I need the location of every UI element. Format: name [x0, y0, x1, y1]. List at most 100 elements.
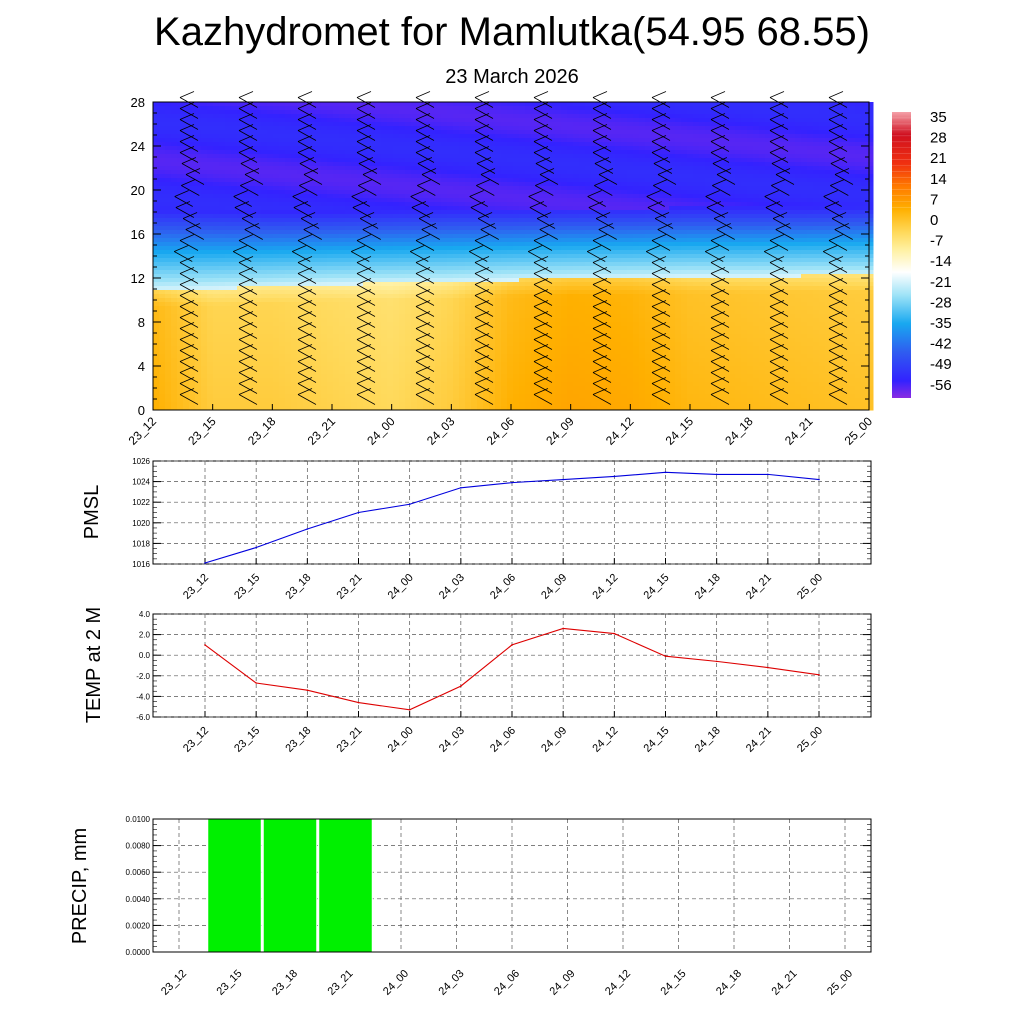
heatmap-cell — [453, 130, 460, 135]
heatmap-cell — [171, 270, 178, 275]
heatmap-cell — [423, 326, 430, 331]
heatmap-cell — [201, 390, 208, 395]
heatmap-cell — [465, 370, 472, 375]
heatmap-cell — [327, 178, 334, 183]
heatmap-cell — [267, 298, 274, 303]
heatmap-cell — [261, 298, 268, 303]
heatmap-cell — [399, 162, 406, 167]
heatmap-cell — [471, 314, 478, 319]
heatmap-cell — [411, 398, 418, 403]
heatmap-cell — [237, 402, 244, 407]
heatmap-cell — [387, 238, 394, 243]
heatmap-cell — [177, 162, 184, 167]
heatmap-cell — [297, 146, 304, 151]
heatmap-cell — [441, 262, 448, 267]
heatmap-cell — [537, 342, 544, 347]
heatmap-cell — [369, 386, 376, 391]
heatmap-cell — [381, 226, 388, 231]
heatmap-cell — [471, 286, 478, 291]
heatmap-cell — [279, 174, 286, 179]
heatmap-cell — [183, 370, 190, 375]
heatmap-cell — [405, 262, 412, 267]
heatmap-cell — [375, 258, 382, 263]
heatmap-cell — [345, 110, 352, 115]
heatmap-cell — [243, 118, 250, 123]
heatmap-cell — [207, 302, 214, 307]
heatmap-cell — [357, 194, 364, 199]
heatmap-cell — [537, 190, 544, 195]
heatmap-cell — [327, 406, 334, 411]
heatmap-cell — [207, 222, 214, 227]
heatmap-cell — [345, 378, 352, 383]
heatmap-cell — [381, 118, 388, 123]
heatmap-cell — [243, 338, 250, 343]
heatmap-cell — [537, 294, 544, 299]
heatmap-cell — [387, 402, 394, 407]
heatmap-cell — [315, 210, 322, 215]
heatmap-cell — [351, 186, 358, 191]
heatmap-cell — [429, 250, 436, 255]
heatmap-cell — [525, 326, 532, 331]
heatmap-cell — [327, 126, 334, 131]
heatmap-cell — [249, 254, 256, 259]
heatmap-cell — [399, 318, 406, 323]
heatmap-cell — [489, 362, 496, 367]
heatmap-cell — [165, 174, 172, 179]
heatmap-cell — [453, 106, 460, 111]
heatmap-cell — [459, 122, 466, 127]
heatmap-cell — [381, 146, 388, 151]
heatmap-cell — [495, 326, 502, 331]
heatmap-cell — [159, 238, 166, 243]
heatmap-cell — [219, 378, 226, 383]
heatmap-cell — [285, 330, 292, 335]
heatmap-cell — [249, 322, 256, 327]
heatmap-cell — [483, 394, 490, 399]
heatmap-cell — [435, 214, 442, 219]
heatmap-cell — [405, 122, 412, 127]
heatmap-cell — [417, 114, 424, 119]
heatmap-cell — [189, 318, 196, 323]
heatmap-cell — [165, 202, 172, 207]
heatmap-cell — [363, 246, 370, 251]
heatmap-cell — [483, 186, 490, 191]
heatmap-cell — [507, 170, 514, 175]
heatmap-cell — [447, 210, 454, 215]
heatmap-cell — [309, 278, 316, 283]
heatmap-cell — [519, 178, 526, 183]
heatmap-cell — [315, 294, 322, 299]
heatmap-cell — [339, 102, 346, 107]
heatmap-cell — [435, 258, 442, 263]
heatmap-cell — [189, 250, 196, 255]
heatmap-cell — [471, 386, 478, 391]
heatmap-cell — [315, 362, 322, 367]
heatmap-cell — [195, 326, 202, 331]
heatmap-cell — [213, 374, 220, 379]
heatmap-cell — [189, 174, 196, 179]
heatmap-cell — [513, 214, 520, 219]
heatmap-cell — [237, 194, 244, 199]
heatmap-cell — [471, 382, 478, 387]
heatmap-cell — [333, 202, 340, 207]
heatmap-cell — [507, 366, 514, 371]
heatmap-cell — [273, 174, 280, 179]
heatmap-cell — [291, 110, 298, 115]
heatmap-cell — [207, 274, 214, 279]
heatmap-cell — [447, 138, 454, 143]
heatmap-cell — [357, 134, 364, 139]
heatmap-cell — [309, 342, 316, 347]
heatmap-cell — [501, 282, 508, 287]
heatmap-cell — [423, 386, 430, 391]
heatmap-cell — [513, 366, 520, 371]
heatmap-cell — [531, 390, 538, 395]
heatmap-cell — [207, 370, 214, 375]
heatmap-cell — [375, 322, 382, 327]
heatmap-cell — [237, 254, 244, 259]
heatmap-cell — [381, 382, 388, 387]
heatmap-cell — [471, 194, 478, 199]
heatmap-cell — [183, 238, 190, 243]
heatmap-cell — [417, 106, 424, 111]
heatmap-cell — [519, 106, 526, 111]
heatmap-cell — [291, 370, 298, 375]
heatmap-cell — [489, 166, 496, 171]
heatmap-cell — [405, 230, 412, 235]
